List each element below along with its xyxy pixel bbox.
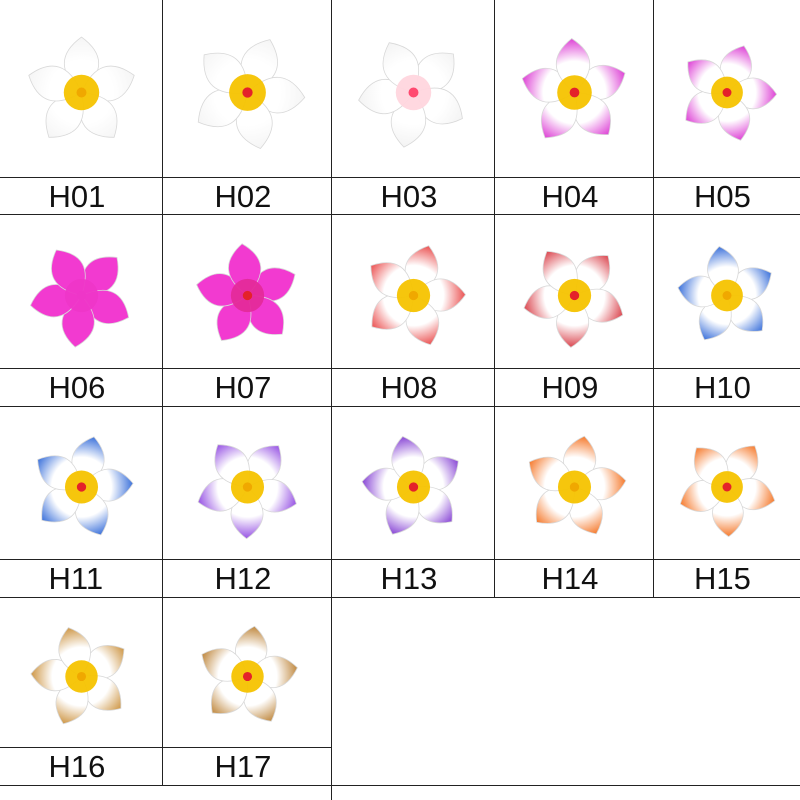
- flower-icon: [677, 245, 772, 341]
- grid-line: [0, 785, 800, 786]
- flower-code-label: H09: [541, 370, 599, 405]
- flower-tile: [163, 215, 332, 368]
- flower-dot: [242, 87, 253, 98]
- flower-dot: [76, 290, 87, 301]
- flower-icon: [361, 435, 459, 535]
- flower-code-label: H16: [48, 749, 106, 784]
- grid-line: [0, 368, 800, 369]
- flower-code-label: H11: [48, 561, 104, 596]
- flower-icon: [528, 435, 627, 535]
- flower-dot: [569, 290, 580, 301]
- grid-line: [331, 0, 332, 800]
- flower-icon: [37, 436, 134, 536]
- flower-icon: [201, 625, 298, 722]
- flower-tile: [495, 407, 654, 559]
- flower-dot: [722, 291, 732, 300]
- flower-code-label: H15: [694, 561, 751, 596]
- flower-dot: [76, 482, 87, 492]
- flower-tile: [0, 407, 163, 559]
- grid-line: [653, 0, 654, 597]
- flower-dot: [242, 482, 253, 492]
- flower-icon: [29, 249, 130, 348]
- flower-tile: [163, 0, 332, 177]
- flower-tile: [495, 0, 654, 177]
- flower-dot: [76, 87, 87, 98]
- grid-line: [0, 406, 800, 407]
- flower-dot: [242, 290, 253, 301]
- grid-line: [162, 0, 163, 785]
- flower-code-label: H03: [380, 179, 438, 214]
- flower-icon: [370, 245, 467, 346]
- flower-dot: [569, 482, 580, 492]
- flower-dot: [408, 482, 419, 492]
- flower-tile: [654, 407, 800, 559]
- flower-icon: [685, 45, 778, 141]
- flower-tile: [0, 215, 163, 368]
- flower-icon: [358, 42, 463, 148]
- flower-icon: [28, 36, 135, 138]
- flower-tile: [495, 215, 654, 368]
- flower-dot: [242, 671, 253, 682]
- flower-tile: [0, 598, 163, 747]
- grid-line: [0, 214, 800, 215]
- flower-dot: [408, 290, 419, 301]
- flower-tile: [332, 407, 495, 559]
- grid-line: [494, 0, 495, 597]
- flower-dot: [722, 88, 732, 97]
- flower-tile: [332, 215, 495, 368]
- flower-code-label: H14: [541, 561, 599, 596]
- flower-code-label: H01: [48, 179, 106, 214]
- grid-line: [0, 597, 800, 598]
- flower-code-label: H04: [541, 179, 599, 214]
- flower-tile: [0, 0, 163, 177]
- flower-code-label: H13: [380, 561, 438, 596]
- flower-code-label: H02: [214, 179, 272, 214]
- flower-tile: [163, 598, 332, 747]
- flower-tile: [654, 215, 800, 368]
- flower-code-label: H10: [694, 370, 751, 405]
- grid-line: [0, 559, 800, 560]
- flower-dot: [722, 482, 732, 492]
- flower-icon: [523, 250, 624, 348]
- flower-code-label: H17: [214, 749, 272, 784]
- flower-icon: [197, 39, 306, 149]
- flower-icon: [521, 38, 626, 139]
- flower-code-label: H08: [380, 370, 438, 405]
- flower-tile: [654, 0, 800, 177]
- flower-icon: [196, 243, 296, 341]
- flower-code-label: H12: [214, 561, 272, 596]
- grid-line: [0, 177, 800, 178]
- flower-dot: [76, 671, 87, 682]
- flower-tile: [163, 407, 332, 559]
- grid-line: [0, 747, 332, 748]
- flower-icon: [679, 445, 776, 538]
- flower-icon: [197, 444, 297, 540]
- flower-dot: [408, 87, 419, 98]
- flower-code-label: H07: [214, 370, 272, 405]
- flower-code-label: H06: [48, 370, 106, 405]
- flower-dot: [569, 87, 580, 98]
- flower-code-label: H05: [694, 179, 751, 214]
- flower-tile: [332, 0, 495, 177]
- flower-icon: [30, 627, 125, 725]
